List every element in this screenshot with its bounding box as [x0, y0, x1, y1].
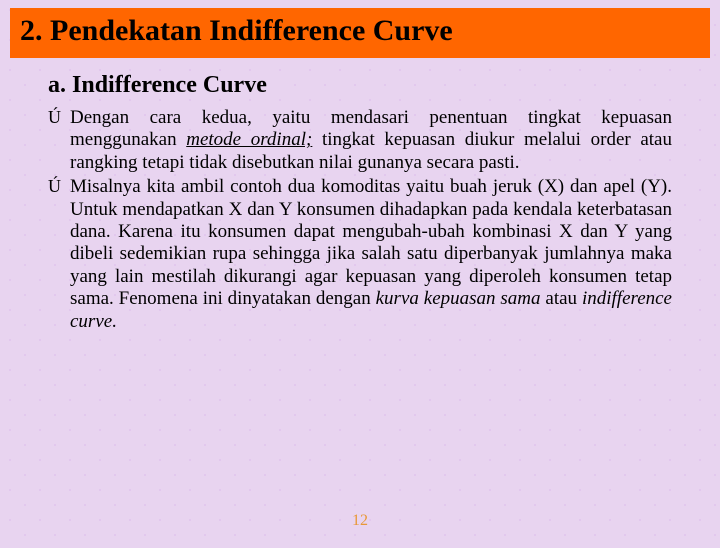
title-text: 2. Pendekatan Indifference Curve	[20, 14, 453, 47]
subheading: a. Indifference Curve	[48, 72, 672, 99]
list-item: Ú Dengan cara kedua, yaitu mendasari pen…	[48, 107, 672, 174]
content-area: a. Indifference Curve Ú Dengan cara kedu…	[0, 58, 720, 333]
list-item: Ú Misalnya kita ambil contoh dua komodit…	[48, 176, 672, 333]
page-number: 12	[0, 512, 720, 530]
bullet-text: Dengan cara kedua, yaitu mendasari penen…	[70, 107, 672, 174]
title-bar: 2. Pendekatan Indifference Curve	[10, 8, 710, 58]
checkmark-icon: Ú	[48, 176, 70, 198]
bullet-list: Ú Dengan cara kedua, yaitu mendasari pen…	[48, 107, 672, 333]
bullet-text: Misalnya kita ambil contoh dua komoditas…	[70, 176, 672, 333]
emphasis-text: kurva kepuasan sama	[376, 288, 541, 309]
text-run: atau	[541, 288, 582, 309]
checkmark-icon: Ú	[48, 107, 70, 129]
emphasis-text: metode ordinal;	[186, 129, 312, 150]
